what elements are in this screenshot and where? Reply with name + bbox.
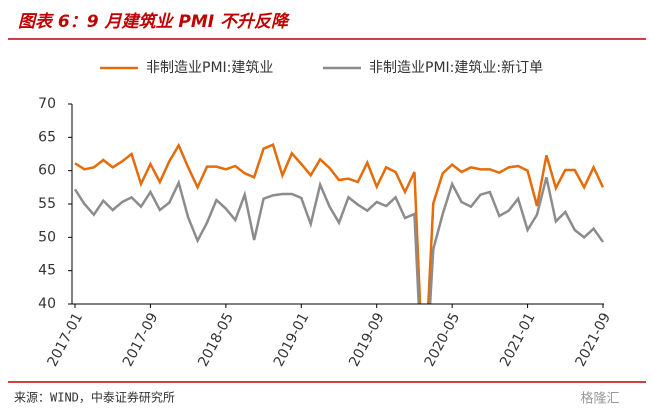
x-tick-label: 2021-01 — [497, 310, 539, 369]
y-tick-label: 65 — [38, 129, 56, 145]
x-tick-label: 2019-09 — [346, 310, 388, 369]
y-tick-label: 70 — [38, 96, 56, 112]
series-line — [74, 142, 605, 304]
y-tick-label: 60 — [38, 163, 56, 179]
source: 来源：WIND，中泰证券研究所 — [14, 390, 175, 405]
y-tick-label: 50 — [38, 229, 56, 245]
plot-area — [73, 142, 605, 304]
y-tick-label: 55 — [38, 196, 56, 212]
x-tick-label: 2017-09 — [120, 310, 162, 369]
legend-label: 非制造业PMI:建筑业 — [146, 60, 273, 76]
x-tick-label: 2019-01 — [271, 310, 313, 369]
watermark: 格隆汇 — [580, 391, 619, 407]
x-tick-label: 2021-09 — [572, 310, 614, 369]
x-tick-label: 2017-01 — [44, 310, 86, 369]
x-tick-label: 2018-05 — [195, 310, 237, 369]
series-line — [73, 177, 605, 304]
x-tick-label: 2020-05 — [422, 310, 464, 369]
legend-label: 非制造业PMI:建筑业:新订单 — [369, 60, 543, 76]
y-tick-label: 40 — [38, 296, 56, 312]
chart-title: 图表 6：9 月建筑业 PMI 不升反降 — [18, 12, 291, 32]
y-tick-label: 45 — [38, 263, 56, 279]
